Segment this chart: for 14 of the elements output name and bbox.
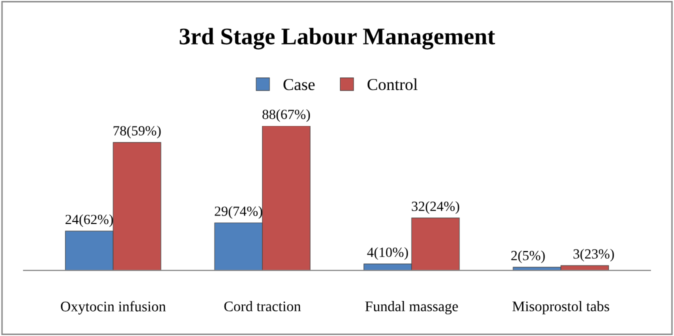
- legend-label: Case: [284, 78, 315, 90]
- data-label: 78(59%): [114, 126, 161, 138]
- x-tick-label: Cord traction: [224, 301, 301, 312]
- data-label: 32(24%): [412, 201, 460, 214]
- x-tick-label: Oxytocin infusion: [60, 301, 166, 314]
- data-label: 24(62%): [66, 214, 113, 227]
- data-label: 4(10%): [367, 247, 408, 260]
- data-label: 2(5%): [511, 250, 545, 264]
- legend-label: Control: [368, 78, 418, 90]
- x-tick-label: Fundal massage: [365, 301, 458, 314]
- data-label: 88(67%): [262, 109, 310, 122]
- data-label: 3(23%): [574, 248, 614, 262]
- x-tick-label: Misoprostol tabs: [512, 301, 610, 314]
- chart-title: 3rd Stage Labour Management: [180, 28, 496, 50]
